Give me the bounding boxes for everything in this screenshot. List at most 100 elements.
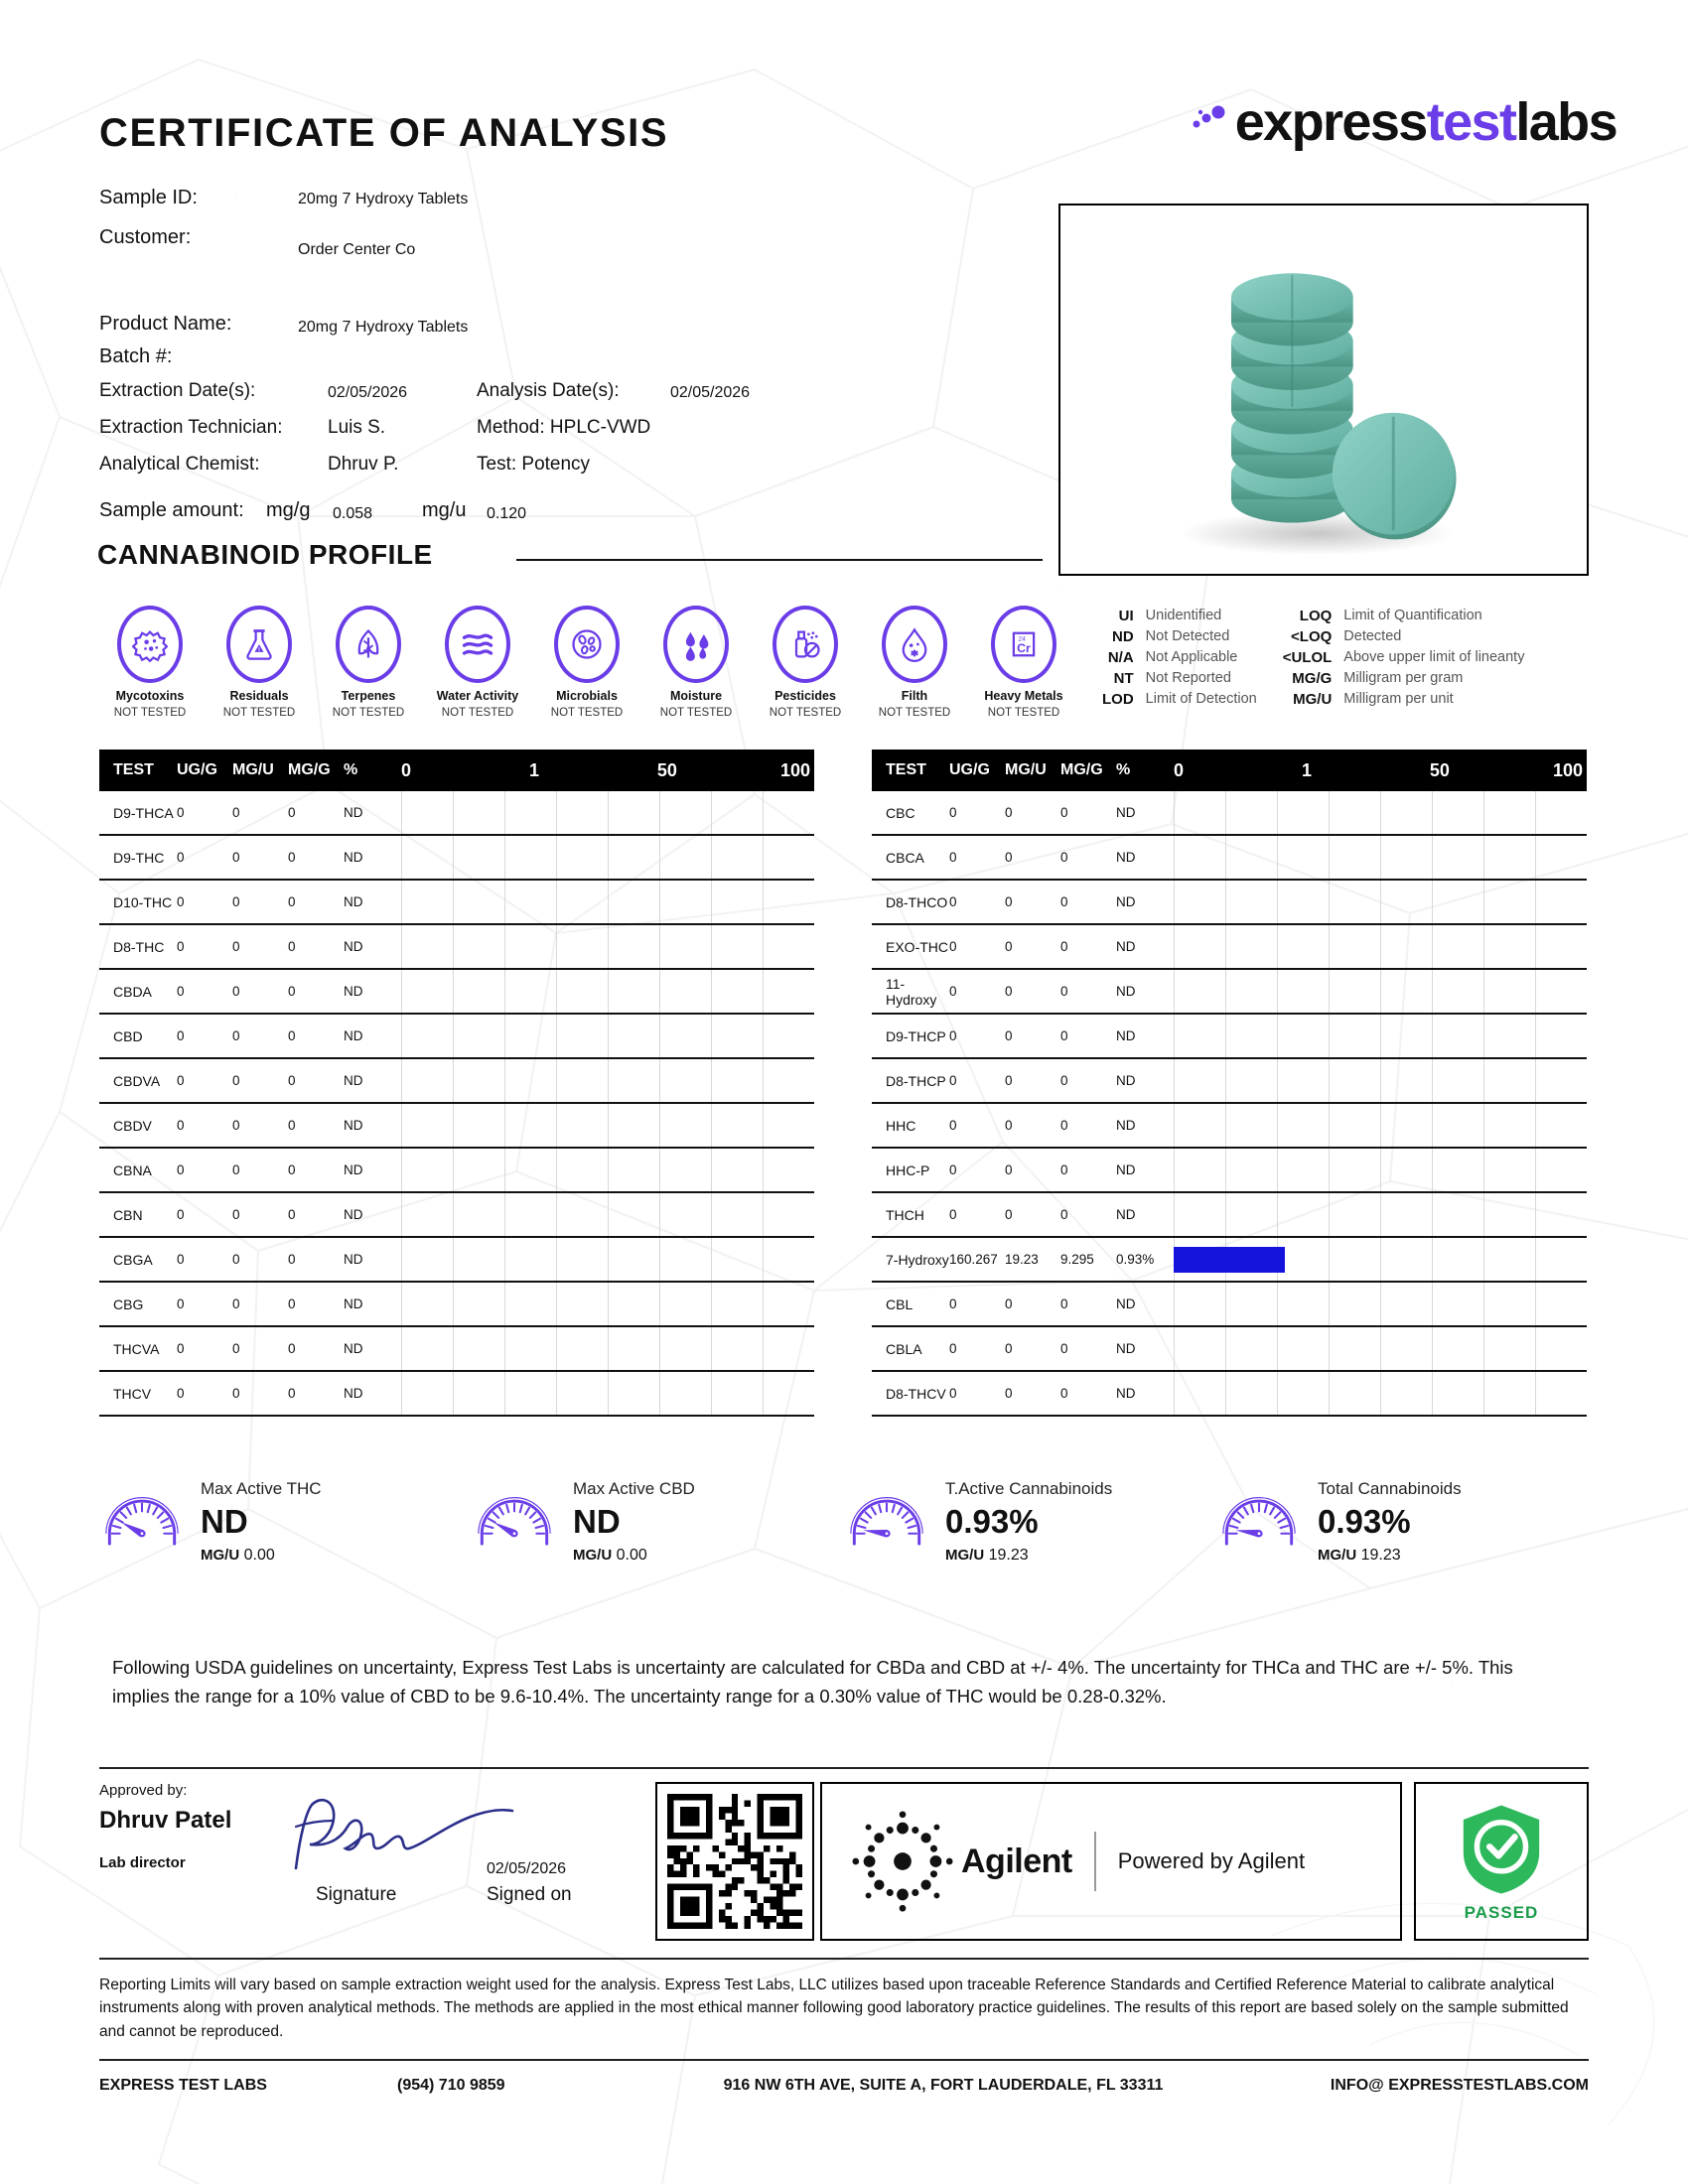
cell-test: EXO-THC bbox=[886, 938, 948, 955]
legend-key: ND bbox=[1112, 628, 1134, 645]
section-rule bbox=[516, 559, 1043, 561]
cell-mgu: 0 bbox=[232, 939, 240, 954]
test-category-badges: Mycotoxins NOT TESTED! Residuals NOT TESTED… bbox=[95, 606, 1078, 719]
sample-id-value: 20mg 7 Hydroxy Tablets bbox=[298, 191, 469, 207]
cell-test: D8-THCP bbox=[886, 1072, 946, 1089]
cell-pct: ND bbox=[1116, 805, 1136, 820]
gauge-dial-icon bbox=[472, 1485, 557, 1560]
svg-text:!: ! bbox=[258, 646, 260, 655]
cell-pct: ND bbox=[344, 1028, 363, 1043]
table-row: CBDVA 0 0 0 ND bbox=[99, 1059, 814, 1104]
cell-mgg: 0 bbox=[288, 850, 296, 865]
agilent-burst-icon bbox=[852, 1811, 953, 1912]
company-email[interactable]: INFO@ EXPRESSTESTLABS.COM bbox=[1330, 2077, 1589, 2094]
col-pct: % bbox=[1116, 761, 1131, 778]
legend-key: UI bbox=[1118, 608, 1134, 624]
table-row: D8-THC 0 0 0 ND bbox=[99, 925, 814, 970]
extraction-technician-label: Extraction Technician: bbox=[99, 417, 283, 438]
gauge-label: Total Cannabinoids bbox=[1318, 1479, 1462, 1498]
gauge-label: Max Active CBD bbox=[573, 1479, 695, 1498]
abbreviation-legend: UI Unidentified ND Not Detected N/A Not Appli… bbox=[1102, 608, 1524, 708]
cell-pct: ND bbox=[1116, 850, 1136, 865]
cannabinoid-table-left: TEST UG/G MG/U MG/G % 0 1 50 100 D9-THCA… bbox=[99, 750, 814, 1417]
sample-amount-mgu-unit: mg/u bbox=[422, 499, 467, 521]
water-activity-icon bbox=[445, 606, 510, 683]
cell-bar bbox=[1174, 970, 1587, 1013]
table-row: CBC 0 0 0 ND bbox=[872, 791, 1587, 836]
cell-mgg: 0 bbox=[1060, 939, 1068, 954]
analytical-chemist-value: Dhruv P. bbox=[328, 454, 399, 475]
legend-value: Not Detected bbox=[1145, 628, 1230, 644]
cell-mgu: 0 bbox=[232, 984, 240, 999]
cell-bar bbox=[401, 925, 814, 968]
cell-test: HHC-P bbox=[886, 1161, 930, 1178]
cell-bar bbox=[401, 1104, 814, 1147]
fine-print: Reporting Limits will vary based on samp… bbox=[99, 1977, 1569, 2040]
cell-mgg: 0 bbox=[288, 1297, 296, 1311]
cell-mgu: 0 bbox=[232, 1162, 240, 1177]
company-phone[interactable]: (954) 710 9859 bbox=[397, 2077, 505, 2094]
cell-bar bbox=[1174, 1149, 1587, 1191]
cell-mgu: 19.23 bbox=[1005, 1252, 1039, 1267]
cell-mgu: 0 bbox=[232, 1386, 240, 1401]
cell-test: D8-THCO bbox=[886, 893, 948, 910]
cell-mgu: 0 bbox=[1005, 1207, 1013, 1222]
table-row: D8-THCO 0 0 0 ND bbox=[872, 881, 1587, 925]
cell-mgg: 0 bbox=[1060, 1162, 1068, 1177]
scale-tick-1: 1 bbox=[1301, 760, 1312, 780]
cell-test: CBCA bbox=[886, 849, 924, 866]
sample-amount-mgu-value: 0.120 bbox=[487, 505, 527, 522]
cell-mgu: 0 bbox=[1005, 894, 1013, 909]
cell-test: D9-THCP bbox=[886, 1027, 946, 1044]
table-row: CBG 0 0 0 ND bbox=[99, 1283, 814, 1327]
batch-label: Batch #: bbox=[99, 345, 173, 367]
cell-bar bbox=[401, 1015, 814, 1057]
badge-status: NOT TESTED bbox=[222, 707, 296, 719]
scale-tick-100: 100 bbox=[779, 760, 810, 780]
cell-mgu: 0 bbox=[232, 1073, 240, 1088]
cell-test: 11-Hydroxy bbox=[886, 975, 937, 1008]
method-label: Method: HPLC-VWD bbox=[477, 417, 651, 438]
table-header-left: TEST UG/G MG/U MG/G % 0 1 50 100 bbox=[99, 750, 814, 791]
moisture-icon bbox=[663, 606, 729, 683]
col-mgu: MG/U bbox=[1005, 761, 1047, 778]
cell-pct: ND bbox=[1116, 1162, 1136, 1177]
svg-text:Cr: Cr bbox=[1017, 641, 1031, 655]
brand-dots-icon bbox=[1193, 105, 1225, 128]
cell-mgg: 0 bbox=[1060, 1207, 1068, 1222]
badge-filth: Filth NOT TESTED bbox=[860, 606, 969, 719]
cell-pct: ND bbox=[344, 1252, 363, 1267]
badge-terpenes: Terpenes NOT TESTED bbox=[314, 606, 423, 719]
badge-status: NOT TESTED bbox=[769, 707, 842, 719]
cell-test: D10-THC bbox=[113, 893, 173, 910]
agilent-partner-block: Agilent Powered by Agilent bbox=[820, 1782, 1402, 1941]
cell-pct: ND bbox=[344, 984, 363, 999]
qr-code[interactable] bbox=[655, 1782, 814, 1941]
legend-value: Above upper limit of lineanty bbox=[1343, 649, 1525, 665]
cell-pct: ND bbox=[344, 850, 363, 865]
badge-mycotoxins: Mycotoxins NOT TESTED bbox=[95, 606, 205, 719]
cell-mgu: 0 bbox=[232, 1252, 240, 1267]
cell-pct: ND bbox=[344, 1162, 363, 1177]
cell-mgg: 0 bbox=[288, 1341, 296, 1356]
gauge-t-active-cannabinoids: T.Active Cannabinoids 0.93% MG/U 19.23 bbox=[844, 1479, 1216, 1565]
table-row: D10-THC 0 0 0 ND bbox=[99, 881, 814, 925]
cell-pct: ND bbox=[1116, 894, 1136, 909]
table-row: EXO-THC 0 0 0 ND bbox=[872, 925, 1587, 970]
cell-test: CBN bbox=[113, 1206, 143, 1223]
cell-mgu: 0 bbox=[232, 1118, 240, 1133]
badge-moisture: Moisture NOT TESTED bbox=[641, 606, 751, 719]
table-row: D8-THCP 0 0 0 ND bbox=[872, 1059, 1587, 1104]
cell-bar bbox=[401, 1372, 814, 1415]
legend-key: MG/G bbox=[1292, 670, 1333, 687]
cell-bar bbox=[1174, 881, 1587, 923]
cell-ugg: 0 bbox=[949, 939, 957, 954]
brand-logo: express test labs bbox=[1193, 91, 1618, 153]
legend-value: Limit of Detection bbox=[1145, 691, 1257, 707]
cell-mgg: 0 bbox=[1060, 1073, 1068, 1088]
cell-bar bbox=[401, 1149, 814, 1191]
cell-bar bbox=[401, 836, 814, 879]
pesticides-icon bbox=[773, 606, 838, 683]
legend-value: Milligram per unit bbox=[1343, 691, 1454, 707]
cell-mgu: 0 bbox=[1005, 850, 1013, 865]
